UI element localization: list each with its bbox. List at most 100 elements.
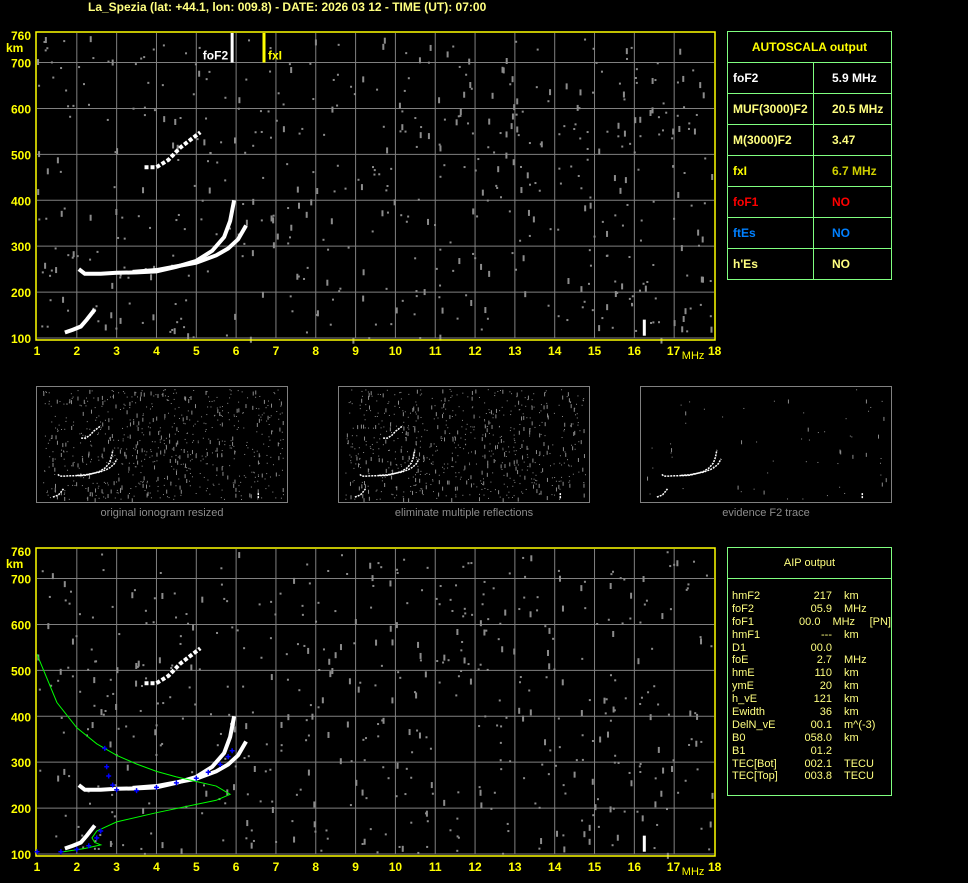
thumb-noise [360, 467, 362, 469]
noise-dot [676, 560, 679, 567]
thumb-noise [429, 473, 431, 475]
thumb-noise [254, 481, 256, 483]
thumb-noise [502, 449, 504, 451]
thumb-noise [506, 486, 508, 488]
thumb-noise [90, 444, 92, 446]
noise-dot [463, 607, 466, 610]
thumb-noise [540, 471, 542, 473]
thumb-noise [267, 400, 269, 402]
thumb-noise [451, 466, 453, 468]
thumb-noise [189, 468, 191, 470]
noise-dot [481, 189, 484, 196]
noise-dot [296, 273, 299, 280]
thumb-noise [219, 424, 221, 426]
noise-dot [617, 122, 620, 129]
noise-dot [609, 674, 612, 677]
noise-dot [380, 566, 383, 569]
thumb-noise [205, 430, 207, 432]
thumb-noise [186, 470, 188, 472]
noise-dot [616, 834, 619, 841]
noise-dot [463, 166, 466, 169]
thumb-noise [59, 401, 61, 403]
x-tick-label: 1 [34, 860, 41, 874]
thumb-noise [263, 399, 265, 404]
noise-dot [328, 658, 331, 665]
noise-dot [82, 83, 85, 86]
thumb-noise [70, 400, 72, 405]
x-tick-label: 2 [73, 860, 80, 874]
thumb-noise [517, 464, 519, 466]
thumb-noise [525, 405, 527, 407]
noise-dot [652, 321, 655, 324]
noise-dot [538, 806, 541, 809]
thumb-noise [143, 392, 145, 397]
thumb-noise [430, 443, 432, 448]
thumb-noise [482, 434, 484, 436]
thumb-noise [413, 406, 415, 411]
thumb-noise [273, 391, 275, 393]
noise-dot [132, 107, 135, 110]
noise-dot [709, 280, 712, 283]
thumb-noise [210, 406, 212, 408]
thumb-noise [464, 465, 466, 470]
noise-dot [421, 589, 424, 592]
thumb-noise [454, 486, 456, 491]
noise-dot [493, 151, 496, 154]
thumb-trace [354, 488, 367, 498]
thumb-noise [431, 397, 433, 399]
thumb-noise [407, 425, 409, 427]
thumb-noise [571, 444, 573, 446]
noise-dot [331, 668, 334, 675]
thumb-noise [382, 393, 384, 398]
thumb-noise [466, 480, 468, 485]
thumb-noise [564, 451, 566, 453]
thumb-noise [146, 480, 148, 482]
noise-dot [89, 802, 92, 805]
noise-dot [248, 39, 251, 42]
thumb-noise [414, 426, 416, 431]
noise-dot [65, 89, 68, 92]
thumb-noise [141, 390, 143, 392]
thumb-noise [221, 489, 223, 491]
noise-dot [50, 684, 53, 687]
thumb-noise [44, 403, 46, 405]
noise-dot [139, 709, 142, 712]
noise-dot [360, 184, 363, 191]
noise-dot [252, 144, 255, 147]
thumb-noise [139, 483, 141, 485]
thumb-noise [452, 436, 454, 438]
aip-unit [844, 642, 886, 655]
noise-dot [561, 605, 564, 612]
thumb-noise [278, 456, 280, 461]
thumb-noise [52, 457, 54, 462]
thumb-noise [558, 484, 560, 489]
noise-dot [38, 688, 41, 691]
thumb-noise [100, 427, 102, 429]
thumb-noise [583, 454, 585, 459]
thumb-noise [237, 390, 239, 392]
noise-dot [159, 571, 162, 574]
thumb-noise [559, 498, 561, 500]
thumb-noise [412, 490, 414, 495]
thumb-noise [354, 498, 356, 500]
aip-unit: TECU [844, 770, 874, 783]
noise-dot [305, 331, 308, 334]
thumb-noise [420, 470, 422, 472]
aip-point [104, 764, 110, 770]
thumb-noise [415, 484, 417, 486]
thumb-noise [233, 425, 235, 427]
noise-dot [662, 102, 665, 105]
noise-dot [443, 164, 446, 167]
thumb-noise [470, 432, 472, 434]
noise-dot [243, 647, 246, 650]
thumb-noise [519, 448, 521, 450]
noise-dot [709, 315, 712, 318]
thumb-noise [211, 427, 213, 429]
thumb-noise [685, 422, 687, 424]
noise-dot [55, 835, 58, 838]
noise-dot [518, 681, 521, 684]
thumb-noise [189, 419, 191, 421]
thumb-noise [515, 466, 517, 471]
thumb-noise [506, 472, 508, 477]
thumb-noise [487, 425, 489, 427]
